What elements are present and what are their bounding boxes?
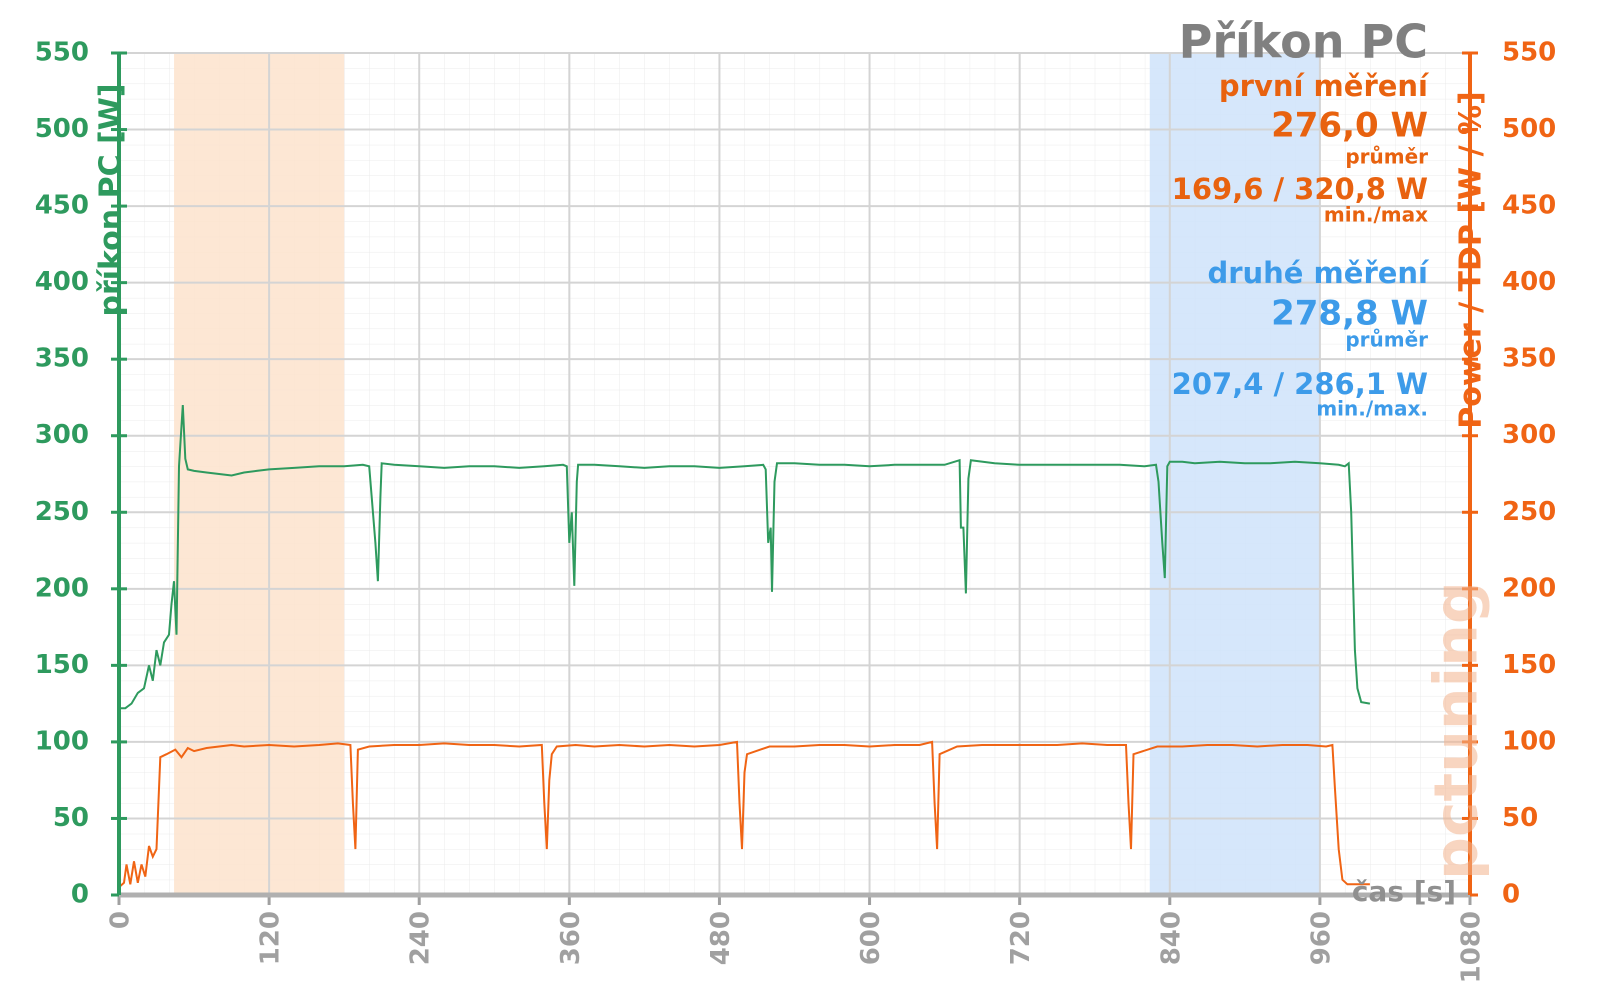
y2-tick-label: 450 (1502, 191, 1556, 221)
series-line (118, 740, 1370, 889)
y2-tick-label: 550 (1502, 38, 1556, 68)
y-tick-label: 500 (35, 114, 89, 144)
annotation: 276,0 W (1271, 106, 1428, 146)
y2-tick-label: 400 (1502, 267, 1556, 297)
annotation: 278,8 W (1271, 294, 1428, 334)
y2-tick-label: 350 (1502, 344, 1556, 374)
annotation: 207,4 / 286,1 W (1172, 367, 1428, 401)
y-tick-label: 400 (35, 267, 89, 297)
y2-tick-label: 150 (1502, 650, 1556, 680)
x-tick-label: 120 (256, 911, 286, 965)
y-tick-label: 0 (71, 880, 89, 910)
y-axis-label: příkon PC [W] (94, 83, 129, 316)
annotation: min./max. (1316, 397, 1428, 421)
annotation: druhé měření (1207, 256, 1430, 290)
y-tick-label: 200 (35, 573, 89, 603)
x-tick-label: 600 (856, 911, 886, 965)
y-tick-label: 550 (35, 38, 89, 68)
y2-tick-label: 0 (1502, 880, 1520, 910)
y-tick-label: 150 (35, 650, 89, 680)
x-tick-label: 480 (706, 911, 736, 965)
logo: pctuning (1422, 581, 1492, 880)
annotation: průměr (1345, 145, 1428, 169)
y2-axis-label: Power / TDP [W / %] (1454, 91, 1489, 429)
x-tick-label: 360 (556, 911, 586, 965)
annotation: min./max (1324, 203, 1428, 227)
x-axis-label: čas [s] (1352, 875, 1456, 908)
series-line (119, 405, 1371, 710)
y2-tick-label: 300 (1502, 420, 1556, 450)
x-tick-label: 720 (1006, 911, 1036, 965)
y2-tick-label: 200 (1502, 573, 1556, 603)
y2-tick-label: 100 (1502, 726, 1556, 756)
y-tick-label: 350 (35, 344, 89, 374)
y-tick-label: 50 (53, 803, 89, 833)
y-tick-label: 100 (35, 726, 89, 756)
y-tick-label: 450 (35, 191, 89, 221)
shaded-band (1149, 53, 1320, 895)
y-tick-label: 250 (35, 497, 89, 527)
x-tick-label: 1080 (1457, 911, 1487, 983)
y2-tick-label: 500 (1502, 114, 1556, 144)
x-tick-label: 240 (406, 911, 436, 965)
shaded-band (174, 53, 345, 895)
y2-tick-label: 250 (1502, 497, 1556, 527)
annotation: průměr (1345, 328, 1428, 352)
chart-title: Příkon PC (1179, 15, 1428, 69)
y-tick-label: 300 (35, 420, 89, 450)
y2-tick-label: 50 (1502, 803, 1538, 833)
annotation: první měření (1219, 69, 1430, 103)
x-tick-label: 960 (1306, 911, 1336, 965)
x-tick-label: 0 (106, 911, 136, 929)
annotation: 169,6 / 320,8 W (1172, 172, 1428, 206)
x-tick-label: 840 (1156, 911, 1186, 965)
